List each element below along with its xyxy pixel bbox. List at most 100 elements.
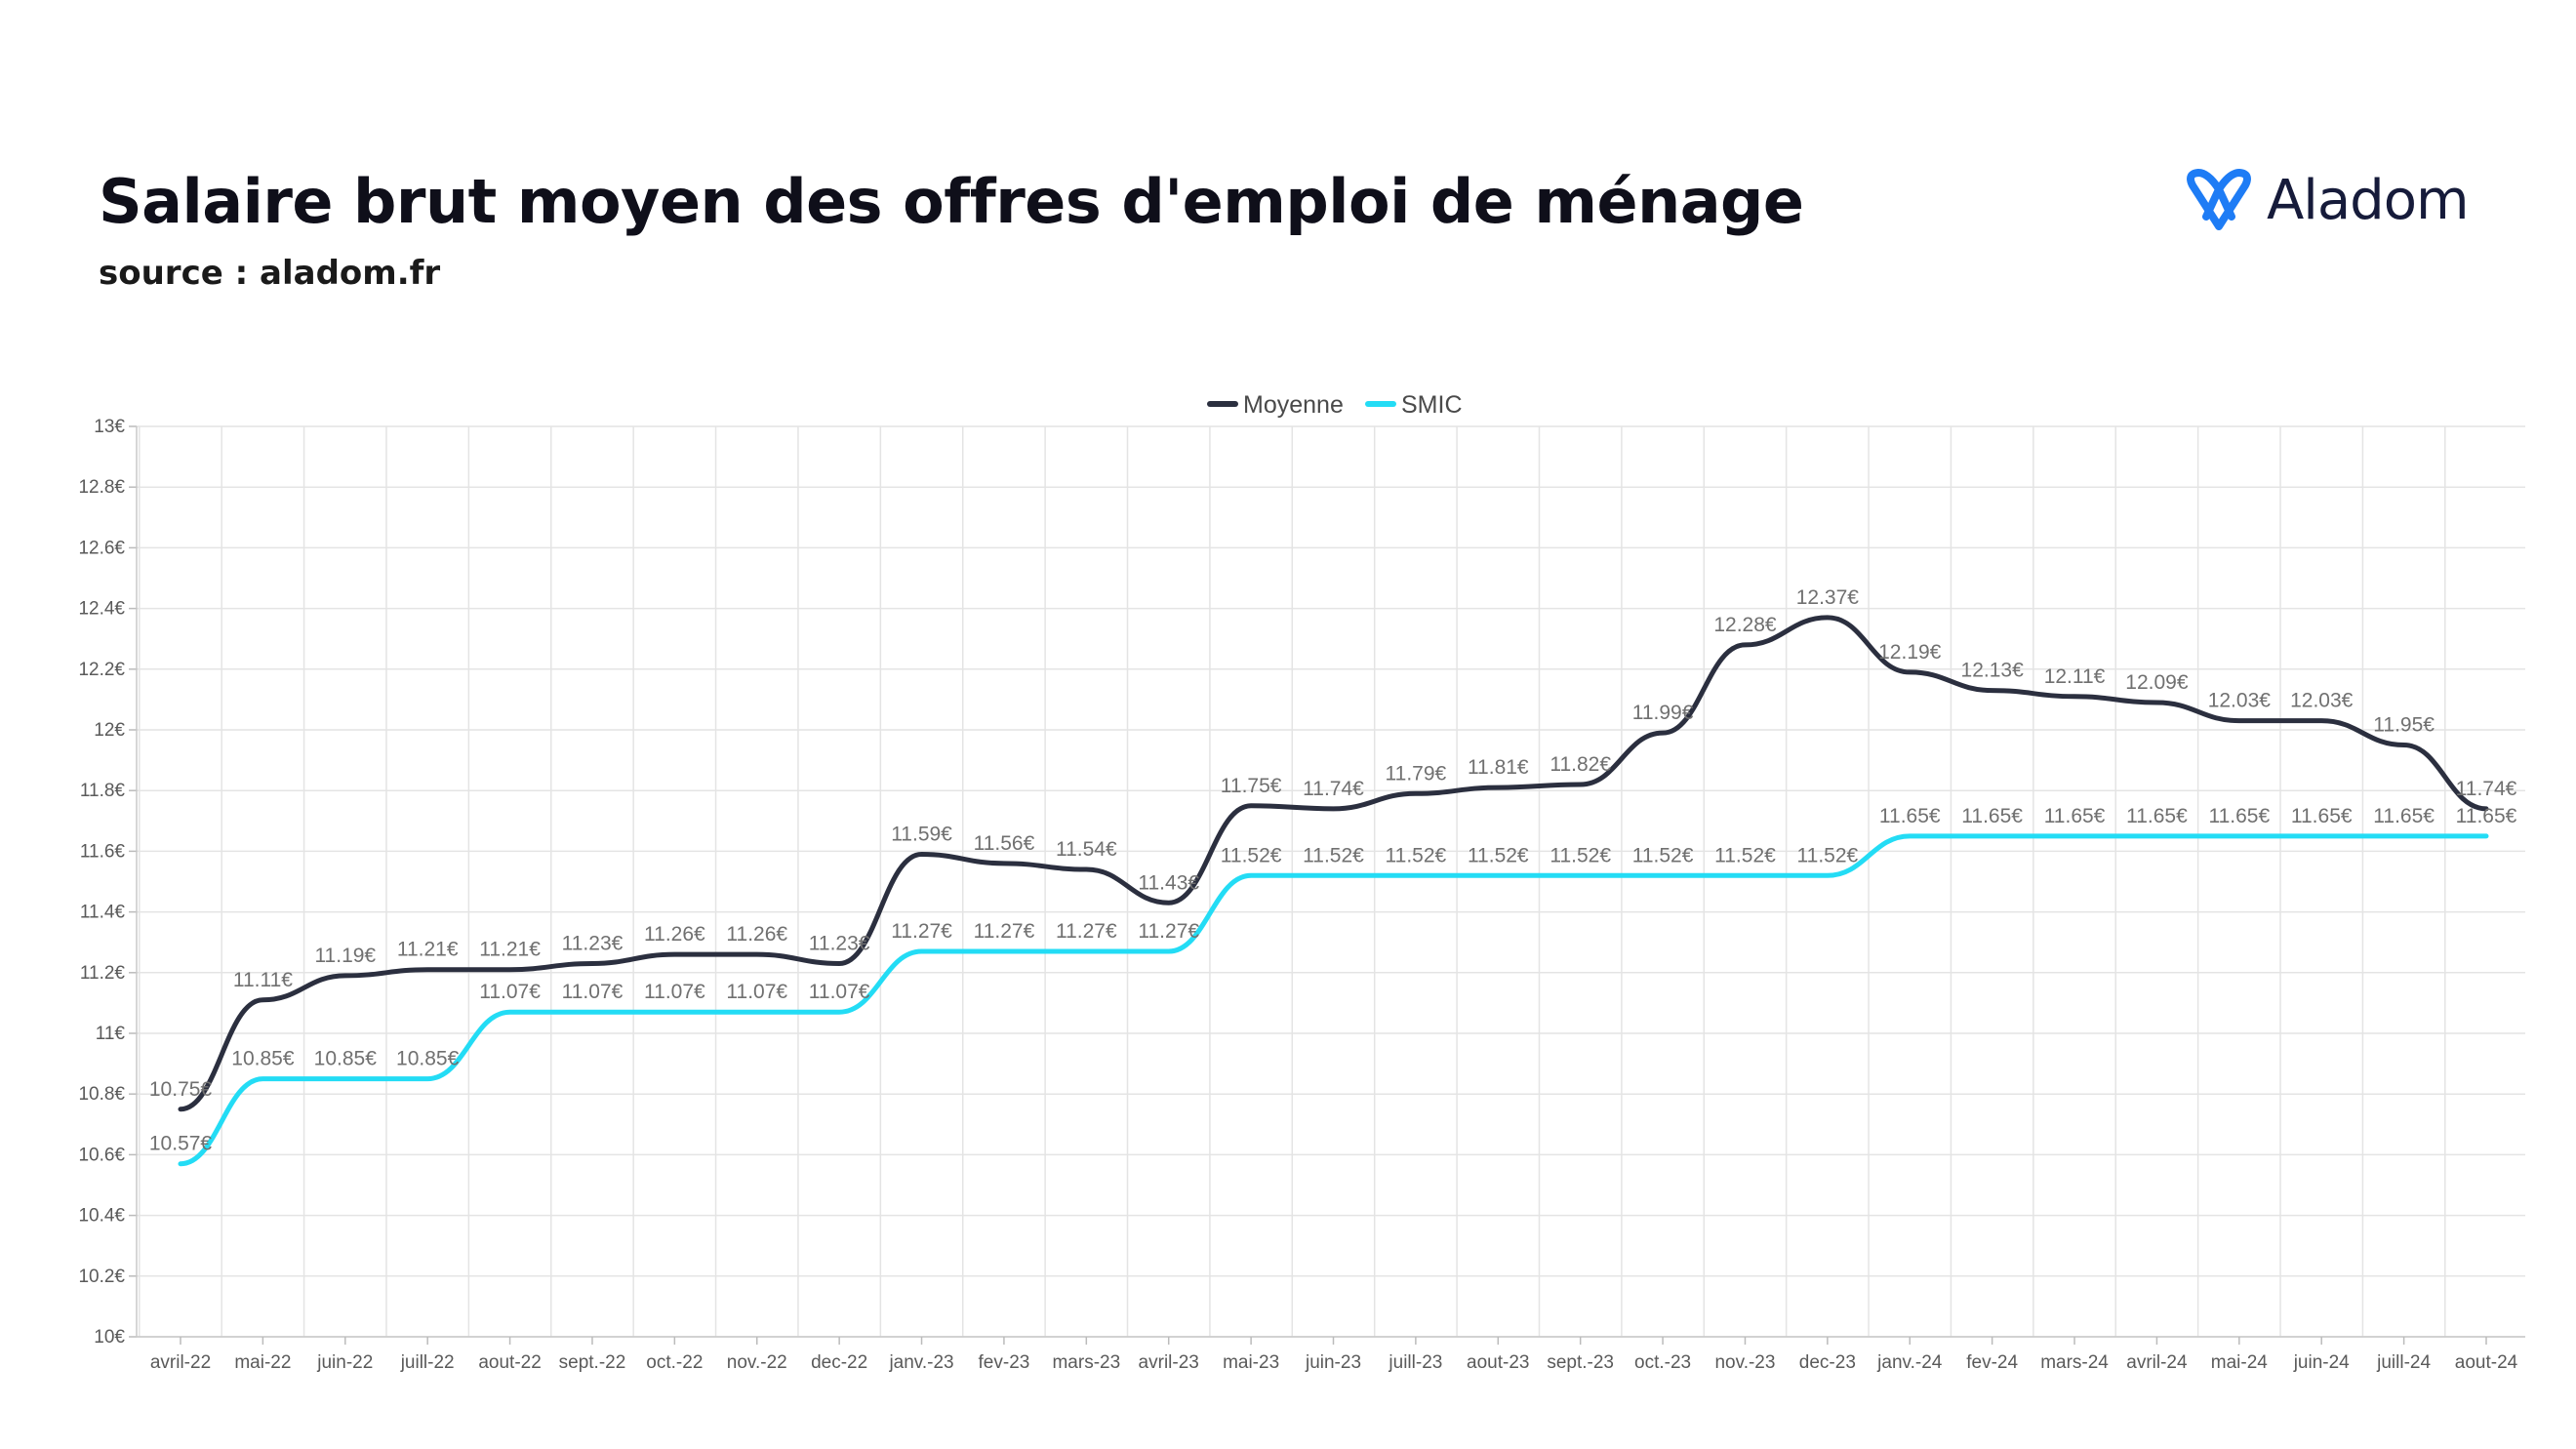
data-label-smic: 11.52€ (1386, 844, 1447, 866)
x-tick-label: juill-22 (400, 1352, 455, 1373)
x-tick-label: dec-22 (811, 1352, 867, 1373)
data-label-moyenne: 10.75€ (149, 1078, 213, 1101)
y-tick-label: 11.4€ (80, 903, 126, 923)
data-label-smic: 11.52€ (1714, 844, 1776, 866)
x-tick-label: aout-23 (1467, 1352, 1529, 1373)
data-label-smic: 10.85€ (314, 1048, 378, 1070)
x-tick-label: fev-24 (1966, 1352, 2018, 1373)
data-label-smic: 11.27€ (891, 920, 952, 943)
legend-label-smic: SMIC (1401, 391, 1463, 419)
data-label-moyenne: 11.54€ (1056, 838, 1117, 861)
data-label-smic: 11.27€ (1138, 920, 1199, 943)
data-label-smic: 11.52€ (1221, 844, 1282, 866)
data-label-moyenne: 11.74€ (2456, 778, 2517, 800)
x-tick-label: mai-23 (1223, 1352, 1279, 1373)
data-label-moyenne: 12.03€ (2290, 690, 2354, 712)
x-tick-label: mars-23 (1052, 1352, 1120, 1373)
y-tick-label: 10.8€ (78, 1084, 125, 1105)
x-tick-label: juin-23 (1305, 1352, 1361, 1373)
data-label-smic: 11.27€ (974, 920, 1035, 943)
x-tick-label: juill-23 (1388, 1352, 1442, 1373)
data-label-moyenne: 11.82€ (1550, 753, 1611, 776)
data-label-moyenne: 12.19€ (1878, 641, 1942, 664)
x-tick-label: oct.-22 (646, 1352, 703, 1373)
chart-axes: 10€ 10.2€ 10.4€ 10.6€ 10.8€ 11€ 11.2€ 11.4€ 11.6… (78, 417, 2525, 1373)
x-tick-label: dec-23 (1799, 1352, 1856, 1373)
data-label-smic: 11.52€ (1468, 844, 1529, 866)
data-label-smic: 11.07€ (562, 981, 624, 1003)
chart-legend: Moyenne SMIC (1207, 391, 1463, 419)
data-label-moyenne: 12.09€ (2125, 671, 2189, 694)
x-tick-label: sept.-22 (559, 1352, 626, 1373)
x-tick-label: mars-24 (2040, 1352, 2109, 1373)
y-tick-label: 11€ (96, 1024, 126, 1044)
y-tick-label: 11.8€ (80, 781, 126, 801)
data-label-moyenne: 11.23€ (562, 932, 624, 954)
data-label-moyenne: 11.59€ (891, 824, 952, 846)
x-tick-label: janv.-23 (888, 1352, 953, 1373)
data-label-smic: 10.85€ (231, 1048, 295, 1070)
data-label-moyenne: 11.11€ (233, 969, 293, 991)
x-tick-label: aout-24 (2455, 1352, 2518, 1373)
data-label-moyenne: 11.26€ (726, 923, 787, 946)
data-label-smic: 11.65€ (2373, 805, 2435, 827)
x-tick-label: janv.-24 (1876, 1352, 1943, 1373)
y-tick-label: 12€ (94, 720, 125, 741)
data-label-moyenne: 12.03€ (2208, 690, 2272, 712)
x-tick-label: avril-24 (2126, 1352, 2188, 1373)
data-label-moyenne: 11.56€ (974, 832, 1035, 855)
y-tick-label: 11.2€ (80, 963, 126, 984)
data-label-moyenne: 12.37€ (1796, 586, 1860, 609)
x-tick-label: juin-24 (2293, 1352, 2350, 1373)
y-tick-label: 13€ (94, 417, 125, 437)
data-label-moyenne: 11.23€ (809, 932, 870, 954)
data-label-moyenne: 12.28€ (1713, 614, 1777, 636)
data-label-smic: 11.65€ (1879, 805, 1941, 827)
y-tick-label: 12.8€ (78, 477, 125, 498)
legend-label-moyenne: Moyenne (1243, 391, 1344, 419)
aladom-logo-icon (2187, 169, 2251, 230)
series-line-smic (178, 833, 2489, 1167)
x-tick-label: avril-22 (150, 1352, 211, 1373)
data-labels: 10.57€ 10.85€ 10.85€ 10.85€ 11.07€ 11.07€ 11.0… (149, 586, 2517, 1155)
data-label-moyenne: 11.19€ (314, 945, 376, 967)
data-label-smic: 11.07€ (726, 981, 787, 1003)
chart-series (178, 615, 2489, 1167)
chart-grid (137, 425, 2525, 1338)
series-line-moyenne (178, 615, 2489, 1112)
page-title: Salaire brut moyen des offres d'emploi d… (99, 166, 1804, 237)
y-tick-label: 12.2€ (78, 660, 125, 680)
data-label-moyenne: 11.21€ (397, 939, 459, 961)
data-label-moyenne: 11.21€ (479, 939, 541, 961)
x-tick-label: oct.-23 (1634, 1352, 1691, 1373)
y-tick-label: 10.4€ (78, 1206, 125, 1227)
x-tick-label: fev-23 (979, 1352, 1030, 1373)
data-label-smic: 10.85€ (396, 1048, 460, 1070)
x-tick-label: mai-24 (2211, 1352, 2269, 1373)
source-subtitle: source : aladom.fr (99, 254, 441, 293)
data-label-smic: 11.07€ (479, 981, 541, 1003)
data-label-moyenne: 12.13€ (1961, 660, 2025, 682)
data-label-moyenne: 11.79€ (1386, 762, 1447, 785)
x-tick-label: mai-22 (234, 1352, 291, 1373)
x-tick-label: aout-22 (478, 1352, 541, 1373)
data-label-moyenne: 11.74€ (1303, 778, 1364, 800)
data-label-smic: 11.65€ (2208, 805, 2270, 827)
y-tick-label: 11.6€ (80, 841, 126, 862)
data-label-smic: 11.65€ (2126, 805, 2188, 827)
x-tick-label: juill-24 (2376, 1352, 2431, 1373)
data-label-moyenne: 11.26€ (644, 923, 705, 946)
brand-logo[interactable]: Aladom (2181, 168, 2470, 232)
x-tick-label: nov.-22 (727, 1352, 787, 1373)
data-label-smic: 11.52€ (1797, 844, 1859, 866)
brand-name: Aladom (2267, 168, 2470, 232)
data-label-smic: 11.65€ (2291, 805, 2353, 827)
data-label-smic: 11.07€ (809, 981, 870, 1003)
data-label-smic: 10.57€ (149, 1133, 213, 1155)
data-label-smic: 11.65€ (1961, 805, 2023, 827)
y-tick-label: 12.4€ (78, 599, 125, 620)
data-label-moyenne: 11.81€ (1468, 756, 1529, 779)
data-label-moyenne: 11.99€ (1632, 702, 1694, 724)
x-tick-label: nov.-23 (1714, 1352, 1775, 1373)
x-tick-label: sept.-23 (1547, 1352, 1614, 1373)
